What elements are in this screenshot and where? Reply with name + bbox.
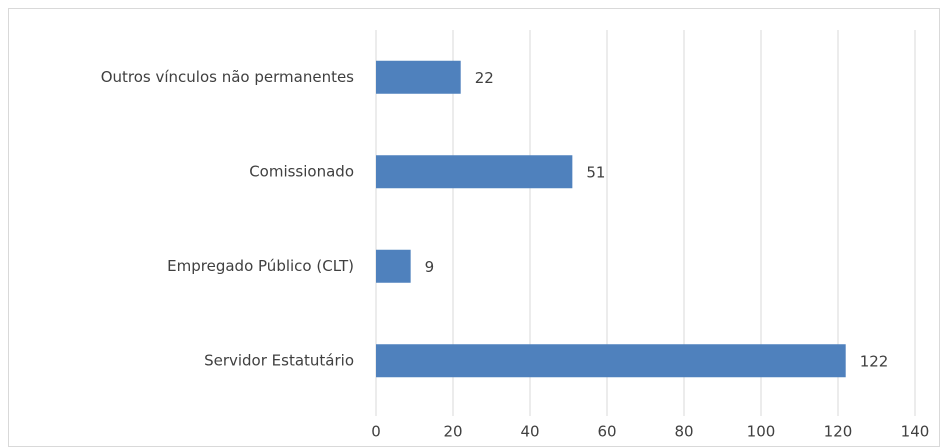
x-tick-label: 20	[443, 423, 462, 441]
x-tick-label: 140	[901, 423, 930, 441]
data-label: 22	[475, 69, 494, 87]
x-tick-label: 60	[597, 423, 616, 441]
x-tick-label: 120	[824, 423, 853, 441]
data-label: 122	[860, 352, 889, 370]
y-tick-label: Comissionado	[249, 162, 354, 180]
bar	[376, 344, 846, 378]
x-tick-label: 40	[520, 423, 539, 441]
bar	[376, 155, 573, 189]
bar	[376, 60, 461, 94]
data-label: 51	[586, 163, 605, 181]
data-label: 9	[425, 258, 435, 276]
x-tick-label: 100	[747, 423, 776, 441]
x-tick-label: 0	[371, 423, 381, 441]
y-tick-label: Servidor Estatutário	[204, 351, 354, 369]
y-tick-label: Empregado Público (CLT)	[167, 257, 354, 275]
bar	[376, 249, 411, 283]
y-tick-label: Outros vínculos não permanentes	[101, 68, 354, 86]
x-tick-label: 80	[674, 423, 693, 441]
